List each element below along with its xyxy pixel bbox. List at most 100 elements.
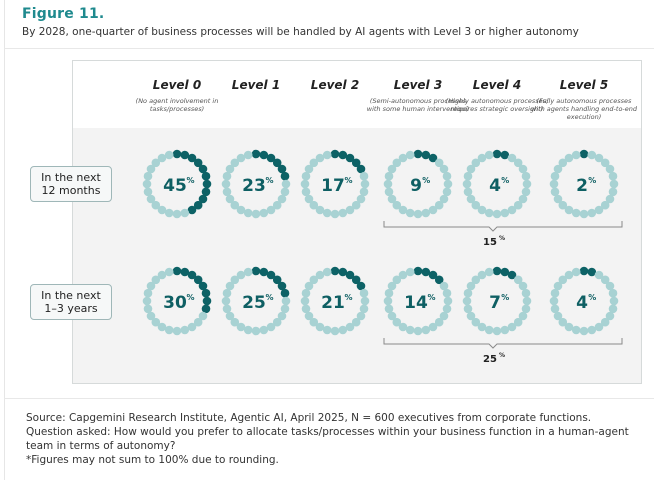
level-description: (No agent involvement in tasks/processes…: [135, 97, 219, 114]
ring-1-1: 25%: [221, 266, 291, 336]
empty-dot: [462, 296, 472, 306]
filled-dot: [266, 270, 276, 280]
empty-dot: [142, 179, 152, 189]
empty-dot: [405, 208, 415, 218]
filled-dot: [180, 267, 190, 277]
empty-dot: [300, 179, 310, 189]
empty-dot: [143, 187, 153, 197]
empty-dot: [439, 281, 449, 291]
filled-dot: [198, 194, 208, 204]
empty-dot: [180, 325, 190, 335]
unit-label: %: [588, 176, 596, 185]
level-header-3: Level 3 (Semi-autonomous processes with s…: [363, 78, 473, 113]
filled-dot: [500, 267, 510, 277]
empty-dot: [383, 296, 393, 306]
empty-dot: [304, 164, 314, 174]
empty-dot: [558, 317, 568, 327]
empty-dot: [571, 150, 581, 160]
empty-dot: [434, 200, 444, 210]
level-name: Level 5: [559, 78, 609, 92]
filled-dot: [345, 153, 355, 163]
empty-dot: [392, 158, 402, 168]
filled-dot: [272, 158, 282, 168]
ring-1-2: 21%: [300, 266, 370, 336]
empty-dot: [236, 153, 246, 163]
empty-dot: [550, 171, 560, 181]
empty-dot: [428, 322, 438, 332]
value-label: 21: [321, 293, 345, 313]
empty-dot: [594, 270, 604, 280]
empty-dot: [384, 304, 394, 314]
empty-dot: [594, 205, 604, 215]
empty-dot: [518, 194, 528, 204]
empty-dot: [277, 194, 287, 204]
empty-dot: [587, 208, 597, 218]
empty-dot: [230, 158, 240, 168]
bracket-0: 15%: [383, 221, 623, 248]
empty-dot: [225, 194, 235, 204]
empty-dot: [513, 275, 523, 285]
empty-dot: [518, 281, 528, 291]
filled-dot: [187, 153, 197, 163]
empty-dot: [151, 317, 161, 327]
empty-dot: [351, 200, 361, 210]
empty-dot: [225, 311, 235, 321]
row-label-line1: In the next: [41, 170, 101, 184]
empty-dot: [513, 158, 523, 168]
unit-label: %: [344, 293, 352, 302]
empty-dot: [521, 304, 531, 314]
empty-dot: [172, 209, 182, 219]
empty-dot: [405, 267, 415, 277]
filled-dot: [338, 150, 348, 160]
level-name: Level 2: [310, 78, 360, 92]
level-header-0: Level 0 (No agent involvement in tasks/pr…: [122, 78, 232, 113]
empty-dot: [564, 270, 574, 280]
filled-dot: [201, 288, 211, 298]
filled-dot: [198, 164, 208, 174]
level-name: Level 3: [393, 78, 443, 92]
empty-dot: [359, 304, 369, 314]
empty-dot: [579, 326, 589, 336]
row-label-line1: In the next: [41, 288, 101, 302]
empty-dot: [522, 179, 532, 189]
ring-0-5: 2%: [549, 149, 619, 219]
empty-dot: [281, 179, 291, 189]
empty-dot: [164, 267, 174, 277]
empty-dot: [600, 158, 610, 168]
empty-dot: [466, 281, 476, 291]
filled-dot: [280, 288, 290, 298]
empty-dot: [309, 317, 319, 327]
empty-dot: [222, 171, 232, 181]
empty-dot: [471, 275, 481, 285]
empty-dot: [484, 325, 494, 335]
empty-dot: [300, 296, 310, 306]
filled-dot: [428, 153, 438, 163]
empty-dot: [442, 171, 452, 181]
bracket-line: [383, 221, 623, 232]
empty-dot: [243, 208, 253, 218]
dot-ring-chart: 45% 23% 17% 9% 4% 2 %15 %30% 25% 21% 14% 7% 4 %25%: [142, 149, 623, 365]
empty-dot: [304, 311, 314, 321]
empty-dot: [522, 296, 532, 306]
filled-dot: [492, 149, 502, 159]
empty-dot: [442, 288, 452, 298]
level-description: (Semi-autonomous processes with some hum…: [366, 97, 470, 114]
empty-dot: [387, 194, 397, 204]
empty-dot: [507, 205, 517, 215]
bracket-unit: %: [499, 352, 505, 359]
empty-dot: [146, 311, 156, 321]
filled-dot: [492, 266, 502, 276]
empty-dot: [187, 322, 197, 332]
row-label-12-months: In the next 12 months: [30, 166, 112, 202]
empty-dot: [236, 270, 246, 280]
empty-dot: [605, 164, 615, 174]
header-divider: [4, 48, 654, 49]
empty-dot: [351, 317, 361, 327]
empty-dot: [553, 194, 563, 204]
empty-dot: [609, 179, 619, 189]
empty-dot: [345, 322, 355, 332]
empty-dot: [466, 164, 476, 174]
filled-dot: [202, 179, 212, 189]
ring-1-4: 7%: [462, 266, 532, 336]
empty-dot: [301, 187, 311, 197]
